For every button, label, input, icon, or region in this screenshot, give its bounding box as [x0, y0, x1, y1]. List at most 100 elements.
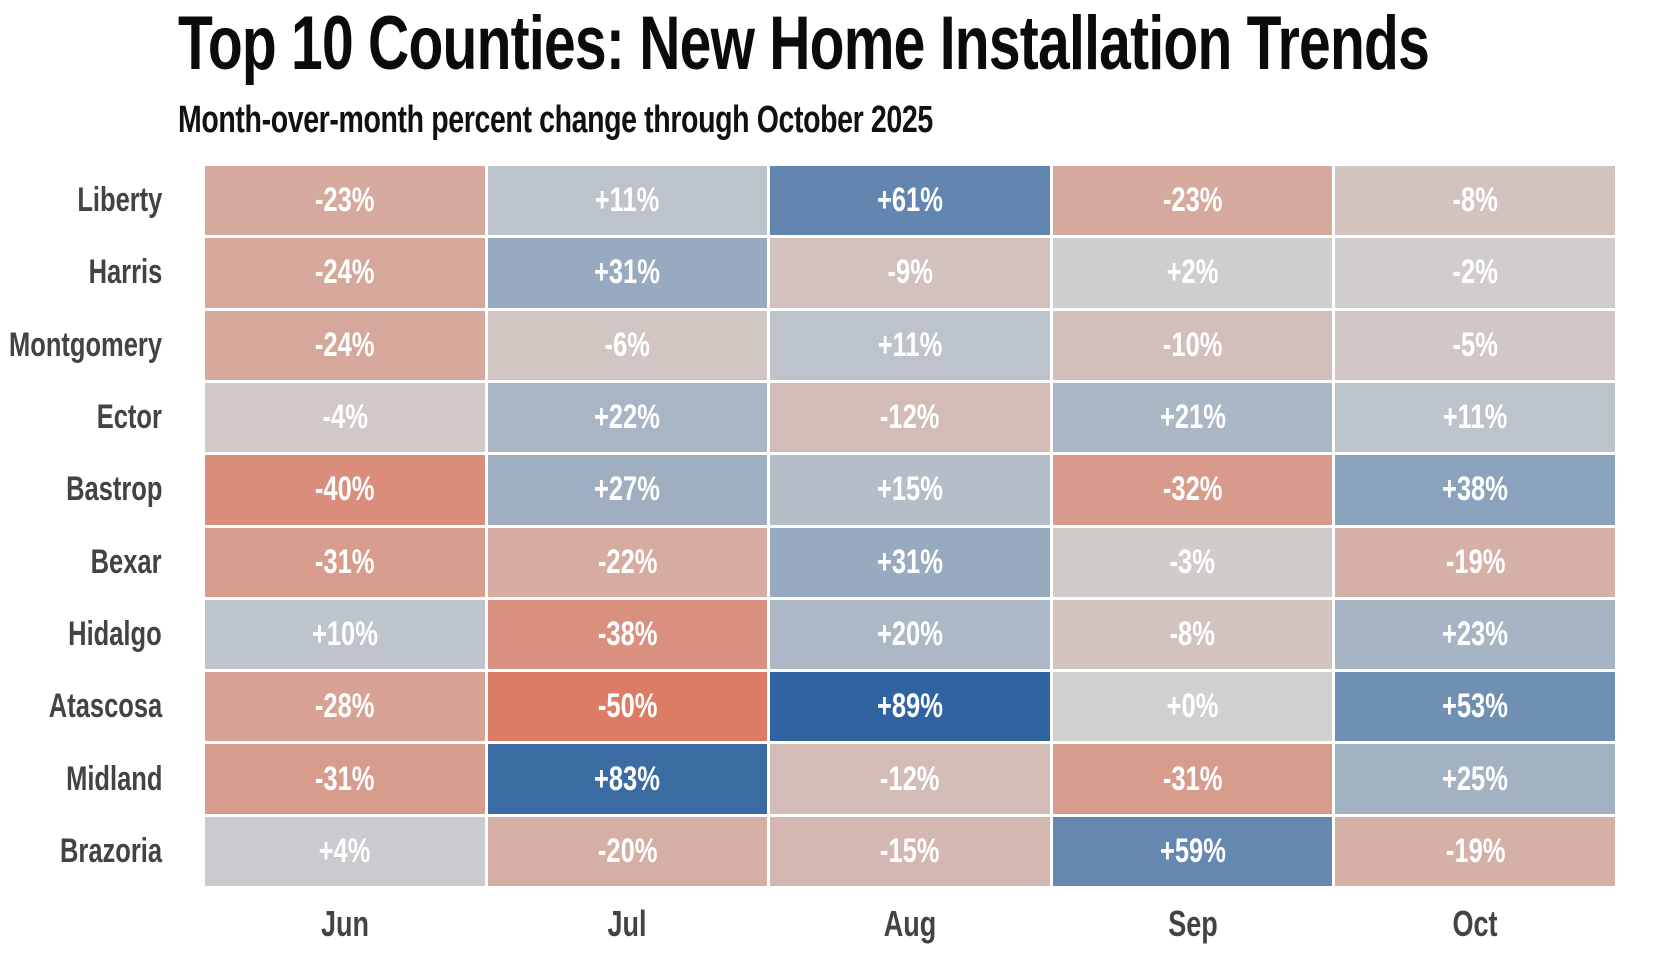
heatmap-cell: +31%	[770, 527, 1050, 597]
heatmap-cell-value: +25%	[1442, 759, 1509, 798]
col-label-text: Aug	[883, 903, 937, 944]
row-label-brazoria: Brazoria	[0, 817, 202, 886]
heatmap-cell-value: -9%	[887, 253, 933, 292]
heatmap-cell: -8%	[1052, 599, 1333, 670]
heatmap-grid: Liberty -23% +11% +61% -23% -8% Harris -24% +31%…	[0, 166, 1615, 959]
heatmap-cell-value: +53%	[1442, 687, 1509, 726]
heatmap-cell-value: -8%	[1452, 181, 1498, 220]
heatmap-cell-value: -20%	[597, 831, 658, 870]
heatmap-cell-value: +89%	[877, 687, 943, 726]
heatmap-cell: -28%	[205, 672, 485, 742]
axis-corner-spacer	[0, 889, 202, 959]
heatmap-cell-value: -38%	[597, 614, 658, 653]
chart-subtitle: Month-over-month percent change through …	[178, 99, 1184, 142]
heatmap-cell-value: -15%	[880, 831, 940, 870]
heatmap-cell-value: -22%	[597, 542, 658, 581]
heatmap-cell: +20%	[770, 599, 1050, 670]
heatmap-cell: -23%	[205, 166, 485, 236]
heatmap-cell: -31%	[205, 744, 485, 814]
row-label-text: Midland	[65, 759, 162, 798]
heatmap-cell-value: +2%	[1166, 253, 1219, 292]
heatmap-cell-value: +31%	[594, 253, 661, 292]
heatmap-cell: -19%	[1335, 527, 1615, 597]
row-label-text: Bexar	[91, 542, 162, 581]
heatmap-cell-value: -31%	[315, 759, 375, 798]
row-label-text: Montgomery	[9, 325, 162, 364]
heatmap-cell: -31%	[1052, 744, 1333, 814]
heatmap-cell: -9%	[770, 238, 1050, 308]
heatmap-cell-value: +61%	[877, 181, 943, 220]
col-label-jun: Jun	[205, 889, 485, 959]
col-label-text: Jul	[607, 903, 647, 944]
heatmap-cell-value: -8%	[1169, 614, 1216, 653]
heatmap-cell-value: -24%	[315, 253, 375, 292]
heatmap-cell: +4%	[205, 816, 485, 886]
heatmap-cell: -4%	[205, 382, 485, 453]
heatmap-cell-value: -10%	[1162, 325, 1223, 364]
row-label-montgomery: Montgomery	[0, 311, 202, 380]
heatmap-cell: -10%	[1052, 310, 1333, 380]
col-label-text: Sep	[1167, 903, 1218, 944]
heatmap-cell: -38%	[487, 599, 768, 670]
heatmap-cell: +21%	[1052, 382, 1333, 453]
heatmap-cell-value: -19%	[1445, 831, 1505, 870]
heatmap-cell: -24%	[205, 238, 485, 308]
heatmap-cell: -2%	[1335, 238, 1615, 308]
heatmap-cell-value: +38%	[1442, 470, 1509, 509]
heatmap-cell: +25%	[1335, 744, 1615, 814]
heatmap-cell: +31%	[487, 238, 768, 308]
heatmap-cell-value: +11%	[595, 181, 660, 220]
heatmap-cell-value: -6%	[604, 325, 651, 364]
heatmap-cell-value: -50%	[597, 687, 658, 726]
heatmap-cell-value: -19%	[1445, 542, 1505, 581]
heatmap-cell: -50%	[487, 672, 768, 742]
row-label-text: Liberty	[76, 181, 162, 220]
heatmap-cell-value: +10%	[311, 614, 378, 653]
row-label-atascosa: Atascosa	[0, 672, 202, 741]
row-label-ector: Ector	[0, 383, 202, 452]
heatmap-cell-value: +31%	[877, 542, 943, 581]
row-label-liberty: Liberty	[0, 166, 202, 235]
row-label-text: Brazoria	[59, 831, 162, 870]
heatmap-cell-value: +11%	[877, 325, 943, 364]
chart-subtitle-text: Month-over-month percent change through …	[178, 99, 933, 141]
col-label-jul: Jul	[488, 889, 768, 959]
heatmap-cell-value: -28%	[315, 687, 375, 726]
heatmap-cell-value: +0%	[1166, 687, 1219, 726]
heatmap-cell: +15%	[770, 455, 1050, 525]
heatmap-cell: +89%	[770, 672, 1050, 742]
row-label-harris: Harris	[0, 238, 202, 307]
row-label-text: Bastrop	[65, 470, 162, 509]
heatmap-cell: +23%	[1335, 599, 1615, 670]
heatmap-cell-value: -23%	[1162, 181, 1223, 220]
heatmap-cell: -15%	[770, 816, 1050, 886]
heatmap-cell: -5%	[1335, 310, 1615, 380]
heatmap-cell: +59%	[1052, 816, 1333, 886]
row-label-text: Harris	[88, 253, 162, 292]
heatmap-cell: +83%	[487, 744, 768, 814]
row-label-bexar: Bexar	[0, 528, 202, 597]
heatmap-cell: +11%	[1335, 382, 1615, 453]
heatmap-cell-value: +83%	[594, 759, 661, 798]
heatmap-cell-value: +27%	[594, 470, 661, 509]
heatmap-cell-value: +22%	[594, 398, 661, 437]
heatmap-cell: -31%	[205, 527, 485, 597]
heatmap-cell-value: -32%	[1162, 470, 1223, 509]
heatmap-cell: +11%	[487, 166, 768, 236]
row-label-text: Atascosa	[48, 687, 162, 726]
heatmap-cell: -40%	[205, 455, 485, 525]
heatmap-cell: +22%	[487, 382, 768, 453]
col-label-sep: Sep	[1053, 889, 1333, 959]
heatmap-cell-value: -2%	[1452, 253, 1498, 292]
chart-title-text: Top 10 Counties: New Home Installation T…	[178, 1, 1430, 86]
heatmap-cell: -6%	[487, 310, 768, 380]
heatmap-cell-value: +21%	[1159, 398, 1226, 437]
heatmap-cell: -12%	[770, 744, 1050, 814]
heatmap-cell: -20%	[487, 816, 768, 886]
heatmap-cell: -23%	[1052, 166, 1333, 236]
heatmap-cell: +10%	[205, 599, 485, 670]
row-label-text: Ector	[96, 398, 162, 437]
heatmap-cell-value: +4%	[318, 831, 371, 870]
heatmap-cell-value: +15%	[877, 470, 943, 509]
